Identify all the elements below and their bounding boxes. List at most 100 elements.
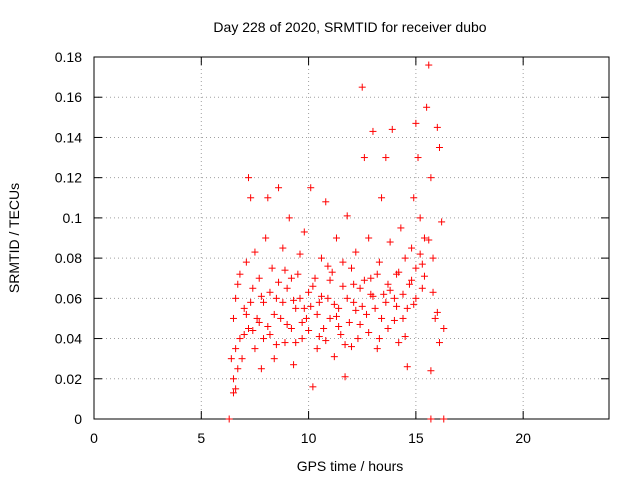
x-tick-label: 20 bbox=[515, 430, 531, 446]
data-point bbox=[350, 280, 358, 288]
data-point bbox=[380, 290, 388, 298]
data-point bbox=[335, 304, 343, 312]
data-point bbox=[315, 298, 323, 306]
data-point bbox=[373, 270, 381, 278]
data-point bbox=[335, 322, 343, 330]
data-point bbox=[245, 325, 252, 332]
x-tick-label: 15 bbox=[408, 430, 424, 446]
data-point bbox=[367, 290, 375, 298]
data-point bbox=[234, 280, 242, 288]
data-point bbox=[242, 258, 250, 266]
data-point bbox=[429, 254, 437, 262]
data-point bbox=[363, 310, 371, 318]
data-point bbox=[290, 296, 298, 304]
y-tick-label: 0.16 bbox=[55, 89, 82, 105]
data-point bbox=[236, 335, 244, 343]
y-tick-label: 0.12 bbox=[55, 170, 82, 186]
data-point bbox=[412, 264, 420, 272]
data-point bbox=[266, 288, 274, 296]
data-point bbox=[356, 320, 364, 328]
data-point bbox=[320, 325, 328, 332]
data-point bbox=[279, 244, 287, 252]
data-point bbox=[360, 154, 368, 162]
data-point bbox=[322, 337, 330, 345]
data-point bbox=[341, 341, 349, 349]
data-point bbox=[317, 292, 325, 300]
x-tick-labels: 0 5 10 15 20 bbox=[90, 430, 531, 446]
data-point bbox=[365, 234, 373, 242]
data-point bbox=[240, 331, 248, 339]
data-point bbox=[373, 345, 381, 353]
data-point bbox=[408, 276, 416, 284]
data-point bbox=[249, 284, 257, 292]
data-point bbox=[352, 306, 360, 314]
data-point bbox=[251, 345, 259, 353]
data-point bbox=[305, 327, 313, 335]
data-point bbox=[332, 234, 340, 242]
data-point bbox=[416, 250, 424, 258]
data-point bbox=[418, 260, 426, 268]
data-point bbox=[410, 300, 418, 308]
data-point bbox=[236, 270, 244, 278]
data-point bbox=[382, 298, 390, 306]
y-tick-label: 0.14 bbox=[55, 129, 82, 145]
plot-frame bbox=[93, 56, 610, 420]
axis-ticks bbox=[93, 56, 609, 420]
y-tick-labels: 0 0.02 0.04 0.06 0.08 0.1 0.12 0.14 0.16 0.18 bbox=[55, 49, 82, 427]
data-point bbox=[232, 294, 240, 302]
x-tick-label: 0 bbox=[90, 430, 98, 446]
data-point bbox=[240, 304, 248, 312]
data-point bbox=[427, 367, 435, 375]
data-point bbox=[390, 316, 398, 324]
data-point bbox=[281, 339, 289, 347]
data-point bbox=[315, 333, 323, 341]
data-point bbox=[371, 304, 379, 312]
y-tick-label: 0.18 bbox=[55, 49, 82, 65]
data-point bbox=[227, 355, 235, 363]
data-point bbox=[285, 214, 293, 222]
data-point bbox=[266, 331, 274, 339]
data-point bbox=[350, 298, 358, 306]
data-point bbox=[382, 154, 390, 162]
data-point bbox=[279, 298, 287, 306]
data-point bbox=[264, 194, 272, 202]
y-tick-label: 0 bbox=[74, 411, 82, 427]
data-point bbox=[435, 339, 443, 347]
x-tick-label: 10 bbox=[301, 430, 317, 446]
data-point bbox=[262, 234, 270, 242]
data-point bbox=[257, 365, 265, 373]
data-point bbox=[401, 333, 409, 341]
y-tick-label: 0.1 bbox=[63, 210, 83, 226]
data-point bbox=[414, 154, 422, 162]
data-point bbox=[238, 355, 246, 363]
data-point bbox=[281, 266, 289, 274]
data-point bbox=[397, 224, 405, 232]
data-point bbox=[309, 282, 317, 290]
data-point bbox=[270, 310, 278, 318]
data-point bbox=[249, 327, 257, 335]
data-point bbox=[283, 320, 291, 328]
data-point bbox=[399, 290, 407, 298]
data-point bbox=[423, 103, 431, 111]
data-point bbox=[287, 274, 295, 282]
data-point bbox=[298, 335, 306, 343]
data-point bbox=[433, 123, 441, 131]
data-point bbox=[339, 282, 347, 290]
data-point bbox=[332, 312, 340, 320]
data-point bbox=[275, 278, 283, 286]
data-point bbox=[343, 212, 351, 220]
data-point bbox=[247, 298, 255, 306]
data-point bbox=[232, 385, 240, 393]
data-point bbox=[294, 270, 302, 278]
data-point bbox=[339, 258, 347, 266]
data-point bbox=[242, 310, 250, 318]
data-point bbox=[253, 314, 261, 322]
data-point bbox=[369, 127, 377, 135]
data-point bbox=[309, 383, 317, 391]
data-point bbox=[330, 300, 338, 308]
data-point bbox=[292, 304, 300, 312]
data-point bbox=[313, 310, 321, 318]
x-tick-label: 5 bbox=[197, 430, 205, 446]
data-point bbox=[412, 294, 420, 302]
data-point bbox=[427, 174, 435, 182]
